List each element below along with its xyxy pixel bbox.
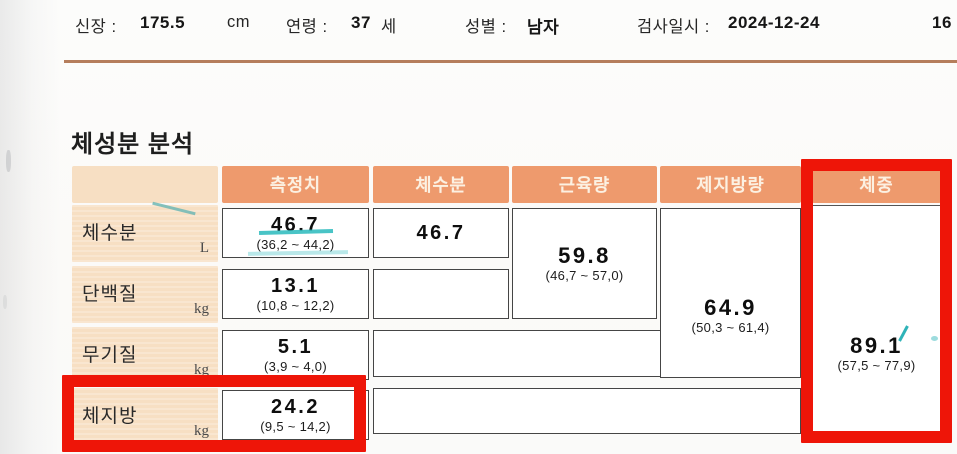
row-label-body-fat: 체지방 kg <box>72 388 218 445</box>
empty-cell-span-row3 <box>373 330 661 377</box>
measured-cell-body-water: 46.7 (36,2 ~ 44,2) <box>222 208 369 258</box>
empty-cell-span-row4 <box>373 388 801 434</box>
measured-value: 5.1 <box>277 335 314 358</box>
measured-value: 24.2 <box>271 395 320 418</box>
age-label: 연령 : <box>286 18 328 36</box>
row-unit: kg <box>194 423 209 439</box>
row-label-text: 단백질 <box>82 284 138 305</box>
header-cell-muscle-mass: 근육량 <box>512 166 657 203</box>
header-cell-blank <box>72 166 218 203</box>
height-label: 신장 : <box>75 18 117 36</box>
teal-dot-mark <box>931 336 938 341</box>
summary-value: 64.9 <box>704 294 757 320</box>
normal-range: (10,8 ~ 12,2) <box>256 297 335 313</box>
height-unit: cm <box>227 13 250 31</box>
scan-artifact <box>3 295 7 309</box>
summary-value: 89.1 <box>850 333 903 358</box>
header-cell-lean-mass: 제지방량 <box>660 166 801 203</box>
measured-cell-protein: 13.1 (10,8 ~ 12,2) <box>222 269 369 319</box>
row-label-protein: 단백질 kg <box>72 266 218 323</box>
normal-range: (9,5 ~ 14,2) <box>260 418 331 434</box>
row-label-minerals: 무기질 kg <box>72 327 218 384</box>
summary-cell-muscle-mass: 59.8 (46,7 ~ 57,0) <box>512 208 657 319</box>
header-divider-line <box>64 60 957 63</box>
row-label-text: 체수분 <box>82 223 138 244</box>
header-cell-measured: 측정치 <box>222 166 369 203</box>
summary-value: 46.7 <box>416 221 466 244</box>
scan-edge-shadow <box>0 0 60 454</box>
exam-datetime-label: 검사일시 : <box>637 18 710 36</box>
normal-range: (3,9 ~ 4,0) <box>264 358 327 374</box>
gender-label: 성별 : <box>465 18 507 36</box>
summary-value: 59.8 <box>558 242 611 268</box>
age-value: 37 <box>351 13 371 32</box>
measured-cell-minerals: 5.1 (3,9 ~ 4,0) <box>222 330 369 380</box>
summary-cell-body-water: 46.7 <box>373 208 509 258</box>
empty-cell-body-water-row2 <box>373 269 509 319</box>
height-value: 175.5 <box>140 13 186 32</box>
scan-artifact <box>6 150 11 172</box>
normal-range: (50,3 ~ 61,4) <box>691 320 770 335</box>
normal-range: (46,7 ~ 57,0) <box>545 268 624 284</box>
summary-cell-lean-mass: 64.9 (50,3 ~ 61,4) <box>660 208 801 378</box>
section-title: 체성분 분석 <box>71 131 195 158</box>
row-unit: kg <box>194 362 209 378</box>
row-label-text: 체지방 <box>82 406 138 427</box>
age-unit: 세 <box>381 18 397 36</box>
header-cell-body-water: 체수분 <box>373 166 509 203</box>
measured-value: 13.1 <box>271 274 320 297</box>
row-unit: L <box>199 240 209 256</box>
row-label-text: 무기질 <box>82 345 138 366</box>
summary-cell-weight: 89.1 (57,5 ~ 77,9) <box>812 205 941 439</box>
row-label-body-water: 체수분 L <box>72 205 218 262</box>
exam-time-partial: 16 <box>932 13 952 32</box>
exam-date-value: 2024-12-24 <box>728 13 820 32</box>
gender-value: 남자 <box>527 18 560 37</box>
measured-cell-body-fat: 24.2 (9,5 ~ 14,2) <box>222 390 369 440</box>
header-cell-weight: 체중 <box>812 166 941 203</box>
normal-range: (57,5 ~ 77,9) <box>837 358 916 374</box>
row-unit: kg <box>194 301 209 317</box>
normal-range: (36,2 ~ 44,2) <box>256 236 335 252</box>
